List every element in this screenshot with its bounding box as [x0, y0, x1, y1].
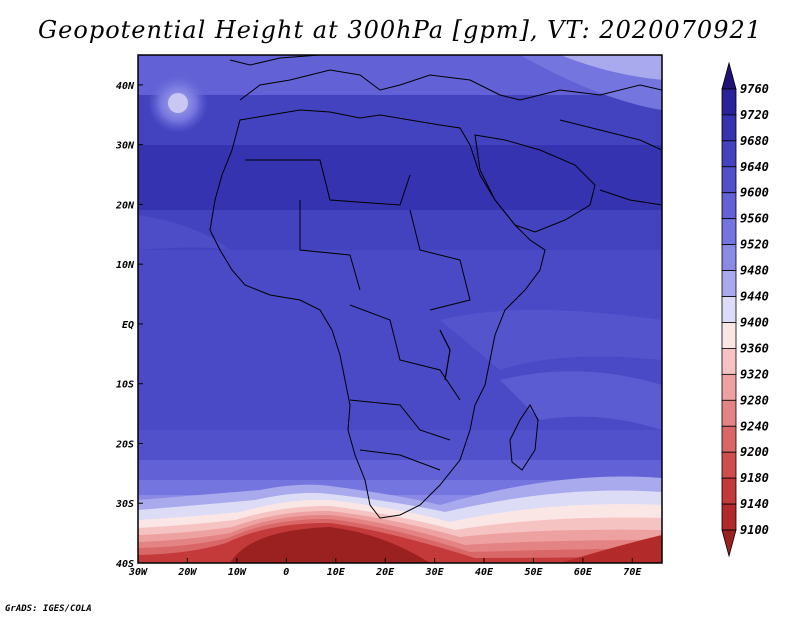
colorbar-swatch: [721, 88, 737, 116]
lon-tick-label: 30E: [425, 567, 445, 578]
lon-tick-label: 0: [283, 567, 289, 578]
colorbar-swatch: [721, 61, 737, 90]
colorbar-swatch: [721, 296, 737, 323]
colorbar-level-label: 9400: [740, 315, 769, 329]
colorbar-level-label: 9760: [740, 82, 769, 96]
credit-label: GrADS: IGES/COLA: [5, 604, 92, 614]
colorbar-level-label: 9200: [740, 445, 769, 459]
colorbar-level-label: 9240: [740, 419, 769, 433]
colorbar-level-label: 9360: [740, 341, 769, 355]
lon-tick-label: 30W: [128, 567, 148, 578]
colorbar-level-label: 9720: [740, 108, 769, 122]
colorbar-swatch: [721, 140, 737, 168]
lat-tick-label: 20N: [115, 200, 135, 211]
colorbar-level-label: 9100: [740, 523, 769, 537]
colorbar-swatch: [721, 529, 737, 558]
lat-tick-label: EQ: [122, 320, 134, 331]
colorbar-level-label: 9680: [740, 134, 769, 148]
colorbar-swatch: [721, 348, 737, 375]
colorbar-swatch: [721, 322, 737, 349]
lon-tick-label: 60E: [574, 567, 593, 578]
lat-tick-label: 10S: [116, 380, 134, 391]
height-field: [138, 55, 662, 563]
colorbar-swatch: [721, 244, 737, 271]
colorbar-swatch: [721, 399, 737, 427]
lon-tick-label: 20E: [375, 567, 395, 578]
coastlines: [209, 55, 662, 519]
colorbar-swatch: [721, 477, 737, 505]
colorbar-swatch: [721, 270, 737, 297]
axis-ticks: 30W 20W 10W 0 10E 20E 30E 40E 50E 60E 70E 40N 30N 20N…: [115, 81, 642, 578]
colorbar-level-label: 9440: [740, 290, 769, 304]
colorbar-level-label: 9600: [740, 186, 769, 200]
colorbar-level-label: 9640: [740, 160, 769, 174]
colorbar-swatch: [721, 425, 737, 453]
lon-tick-label: 40E: [475, 567, 494, 578]
lon-tick-label: 10E: [327, 567, 346, 578]
colorbar-level-label: 9320: [740, 367, 769, 381]
lat-tick-label: 20S: [115, 439, 134, 450]
colorbar-swatch: [721, 218, 737, 246]
colorbar-legend: 9760 9720 9680 9640 9600 9560 9520 9480 9440 9400…: [721, 61, 769, 558]
colorbar-swatch: [721, 451, 737, 479]
map-frame: [137, 54, 663, 564]
colorbar-swatch: [721, 192, 737, 220]
lon-tick-label: 50E: [524, 567, 543, 578]
lon-tick-label: 20W: [177, 567, 197, 578]
colorbar-level-label: 9280: [740, 393, 769, 407]
lat-tick-label: 30S: [115, 499, 134, 510]
colorbar-level-label: 9560: [740, 212, 769, 226]
colorbar-level-label: 9520: [740, 238, 769, 252]
lat-tick-label: 30N: [115, 141, 135, 152]
colorbar-swatch: [721, 166, 737, 194]
colorbar-level-label: 9180: [740, 471, 769, 485]
colorbar-level-label: 9480: [740, 264, 769, 278]
lat-tick-label: 40S: [116, 559, 134, 570]
colorbar-level-label: 9140: [740, 497, 769, 511]
colorbar-swatch: [721, 114, 737, 142]
colorbar-swatch: [721, 373, 737, 401]
lon-tick-label: 70E: [623, 567, 642, 578]
lat-tick-label: 40N: [116, 81, 135, 92]
map-title: Geopotential Height at 300hPa [gpm], VT:…: [38, 16, 762, 44]
colorbar-swatch: [721, 503, 737, 531]
lat-tick-label: 10N: [116, 260, 135, 271]
lon-tick-label: 10W: [228, 567, 247, 578]
